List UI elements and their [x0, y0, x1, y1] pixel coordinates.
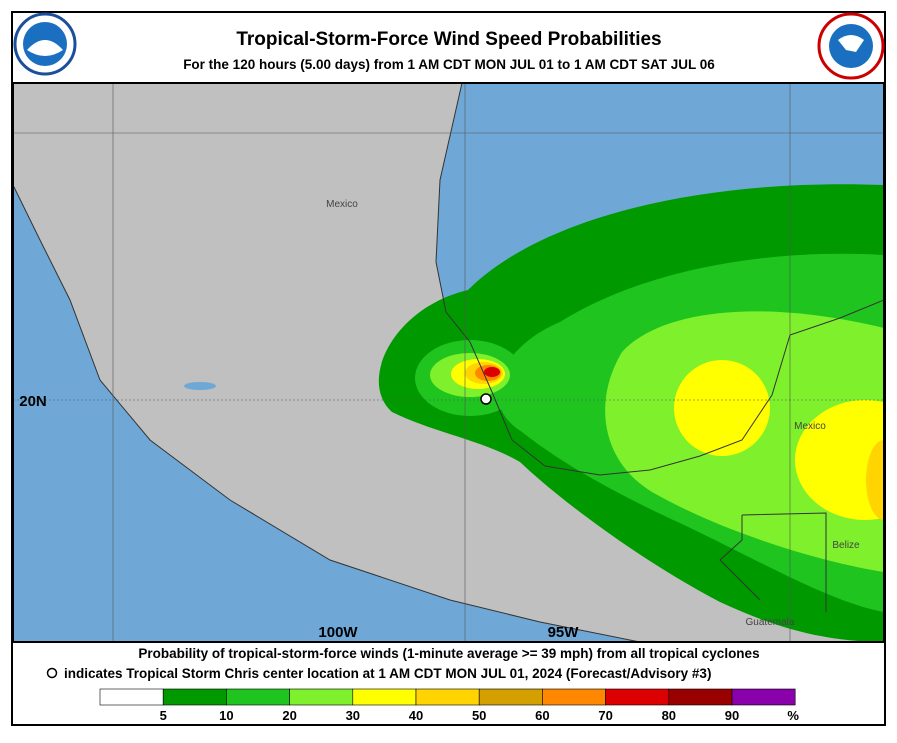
- place-label: Guatemala: [746, 617, 795, 628]
- legend-swatch: [605, 688, 670, 706]
- legend-swatch: [99, 688, 164, 706]
- legend-swatch: [415, 688, 480, 706]
- lake: [184, 382, 216, 390]
- contour-40: [866, 440, 884, 520]
- ocean: [790, 83, 884, 120]
- coastline: [13, 184, 641, 642]
- legend-tick: 80: [662, 708, 676, 723]
- legend-swatch: [289, 688, 354, 706]
- lon-label: 100W: [318, 624, 358, 641]
- legend-tick: 50: [472, 708, 486, 723]
- contour-70: [484, 367, 500, 377]
- legend-tick: 5: [160, 708, 167, 723]
- legend-tick: 40: [409, 708, 423, 723]
- legend-swatch: [542, 688, 606, 706]
- map: Mexico Mexico Belize Guatemala: [13, 83, 884, 642]
- subtitle: For the 120 hours (5.00 days) from 1 AM …: [183, 57, 715, 72]
- center-symbol: [46, 667, 58, 679]
- nws-logo: [817, 12, 885, 80]
- legend-tick: 30: [346, 708, 360, 723]
- legend: 5 10 20 30 40 50 60 70 80 90%: [99, 688, 799, 723]
- place-label: Mexico: [326, 199, 358, 210]
- legend-tick: 20: [282, 708, 296, 723]
- coastline: [435, 83, 884, 476]
- contour-30: [674, 360, 770, 456]
- pacific: [13, 185, 640, 642]
- title: Tropical-Storm-Force Wind Speed Probabil…: [236, 29, 661, 50]
- legend-tick: 90: [725, 708, 739, 723]
- legend-unit: %: [787, 708, 799, 723]
- legend-swatch: [352, 688, 417, 706]
- lon-label: 95W: [548, 624, 580, 641]
- place-label: Belize: [832, 540, 860, 551]
- place-label: Mexico: [794, 421, 826, 432]
- legend-swatch: [731, 688, 796, 706]
- legend-tick: 10: [219, 708, 233, 723]
- caption: Probability of tropical-storm-force wind…: [138, 646, 759, 661]
- border: [719, 512, 827, 612]
- legend-swatch: [162, 688, 227, 706]
- storm-center: [480, 393, 492, 405]
- map-border: [12, 82, 885, 643]
- legend-swatch: [668, 688, 733, 706]
- noaa-logo: [13, 12, 77, 76]
- legend-tick: 60: [535, 708, 549, 723]
- lat-label: 20N: [19, 393, 47, 410]
- contour-30: [795, 400, 884, 520]
- legend-swatch: [478, 688, 543, 706]
- legend-tick: 70: [598, 708, 612, 723]
- legend-swatch: [226, 688, 290, 706]
- caption: indicates Tropical Storm Chris center lo…: [64, 666, 711, 681]
- graticule: [13, 83, 884, 642]
